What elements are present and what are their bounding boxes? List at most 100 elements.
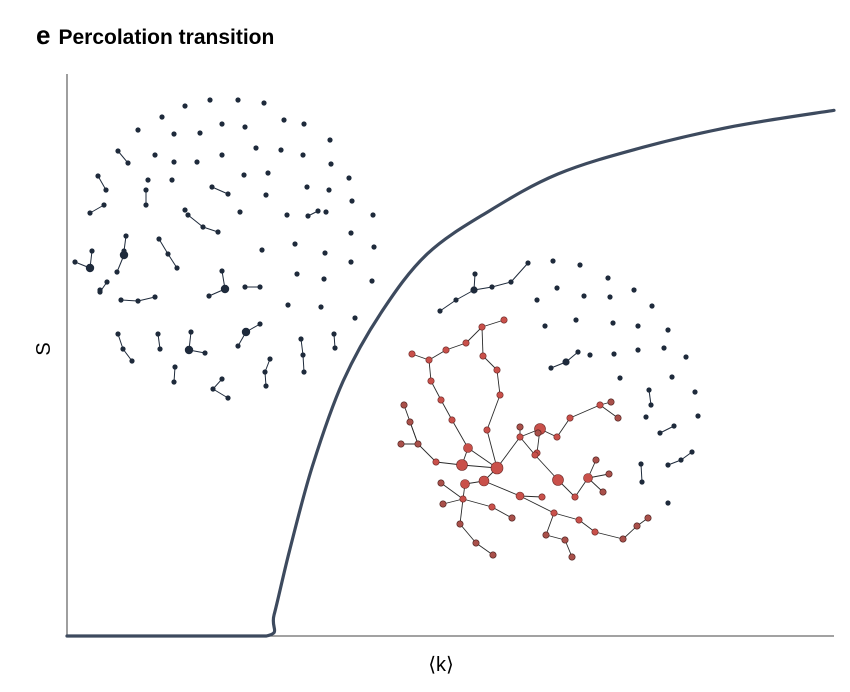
network-edge [117,150,129,164]
giant-component-edge [445,342,467,351]
network-edge [491,281,512,288]
network-node [472,271,478,277]
network-node [97,287,103,293]
network-edge [640,463,643,483]
giant-component-edge [486,429,498,469]
network-node [285,302,291,308]
network-node [689,449,695,455]
network-node [327,137,333,143]
network-node [123,233,129,239]
network-node [607,294,613,300]
network-node [235,97,241,103]
giant-component-node [456,520,464,528]
giant-component-edge [417,443,437,463]
network-node [304,184,310,190]
giant-component-node [459,495,467,503]
network-node [265,170,271,176]
giant-component-edge [459,523,477,544]
giant-component-node [439,500,447,508]
network-node [300,152,306,158]
giant-component-node [591,528,599,536]
network-node [87,210,93,216]
network-node [322,250,328,256]
x-axis-label: ⟨k⟩ [428,654,454,676]
network-node [326,187,332,193]
giant-component-node [516,433,524,441]
network-node [182,207,188,213]
giant-component-edge [481,319,505,328]
network-node [294,271,300,277]
network-node [155,331,161,337]
giant-component-edge [553,512,580,521]
network-node [665,462,671,468]
network-node [298,336,304,342]
network-node [348,230,354,236]
network-node [253,145,259,151]
giant-component-node [437,396,445,404]
network-node [562,358,570,366]
giant-component-edge [594,531,624,540]
network-edge [137,296,156,302]
network-node [156,236,162,242]
network-edge [439,299,457,312]
giant-component-edge [462,498,493,508]
giant-component-node [496,391,504,399]
network-node [657,430,663,436]
giant-component-node [552,474,564,486]
network-node [185,212,191,218]
network-node [638,461,644,467]
giant-component-node [479,352,487,360]
network-node [184,345,194,355]
network-node [635,323,641,329]
giant-component-edge [556,417,571,438]
network-node [202,350,208,356]
network-node [72,259,78,265]
network-node [241,327,251,337]
network-node [215,229,221,235]
network-edge [158,238,169,255]
giant-component-node [425,356,433,364]
network-node [678,457,684,463]
giant-component-node [478,323,486,331]
network-node [328,161,334,167]
network-node [371,244,377,250]
giant-component-node [400,401,408,409]
network-node [174,265,180,271]
giant-component-edge [519,436,536,456]
network-node [219,268,225,274]
network-node [318,304,324,310]
giant-component-edge [599,404,619,419]
network-node [135,127,141,133]
network-node [508,279,514,285]
giant-component-node [534,429,542,437]
network-node [220,284,230,294]
network-node [349,198,355,204]
giant-component-node [408,350,416,358]
network-node [346,175,352,181]
giant-component-node [437,479,445,487]
network-node [669,374,675,380]
network-edge [300,338,304,356]
network-node [235,343,241,349]
network-node [281,117,287,123]
network-node [95,173,101,179]
giant-component-edge [430,380,442,401]
network-node [171,379,177,385]
network-node [534,297,540,303]
giant-component-node [619,535,627,543]
giant-component-node [488,503,496,511]
network-edge [302,354,305,373]
network-node [219,121,225,127]
giant-component-node [568,553,576,561]
network-node [369,278,375,284]
giant-component-node [489,551,497,559]
network-node [695,413,701,419]
giant-component-node [644,514,652,522]
network-node [210,386,216,392]
giant-component-node [508,514,516,522]
network-edge [659,425,675,434]
network-node [115,148,121,154]
network-node [143,202,149,208]
network-node [646,387,652,393]
